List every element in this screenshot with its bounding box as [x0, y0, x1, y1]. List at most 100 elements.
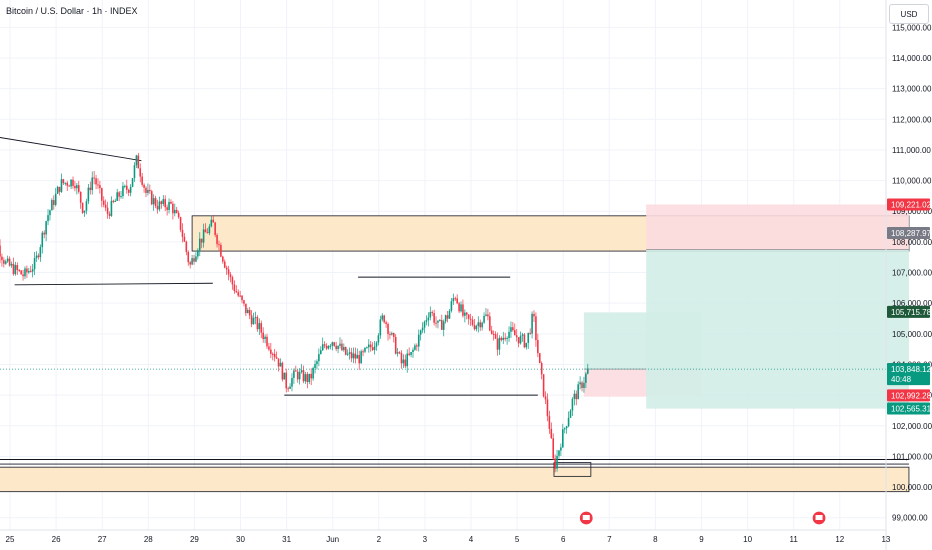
candle-body	[556, 455, 558, 469]
y-tick-label: 109,000.00	[892, 207, 932, 216]
candle-body	[477, 322, 480, 326]
trend-lines	[0, 137, 909, 477]
candle-body	[400, 352, 403, 364]
candle-body	[510, 327, 512, 332]
candle-body	[245, 303, 247, 314]
candle-body	[500, 337, 503, 340]
candle-body	[64, 182, 67, 184]
y-tick-label: 114,000.00	[892, 54, 932, 63]
candle-body	[235, 291, 238, 293]
candle-body	[41, 232, 44, 248]
price-tag-label: 102,565.31	[891, 404, 932, 413]
candle-body	[79, 191, 82, 203]
candle-body	[346, 353, 349, 355]
price-tag-bg	[887, 389, 930, 402]
x-tick-label: 6	[561, 535, 566, 544]
candle-body	[406, 353, 409, 367]
left-support-line	[14, 282, 213, 286]
candle-body	[191, 258, 193, 265]
y-tick-label: 106,000.00	[892, 299, 932, 308]
candle-body	[423, 321, 426, 328]
candle-body	[546, 399, 549, 417]
x-tick-label: 30	[236, 535, 245, 544]
price-tag-countdown: 40:48	[891, 375, 912, 384]
candle-body	[60, 179, 63, 192]
candle-body	[385, 322, 387, 324]
candle-body	[4, 261, 7, 264]
candle-body	[316, 361, 318, 365]
candle-body	[101, 188, 103, 201]
candle-body	[537, 340, 539, 354]
x-tick-label: 27	[98, 535, 107, 544]
candle-body	[581, 382, 583, 388]
candle-body	[185, 241, 188, 252]
candle-body	[89, 187, 92, 191]
candle-body	[492, 333, 495, 335]
currency-button[interactable]: USD	[889, 4, 929, 24]
candle-body	[239, 295, 241, 297]
candle-body	[227, 269, 230, 275]
candle-body	[323, 344, 326, 346]
candle-body	[304, 374, 307, 382]
x-tick-label: 10	[743, 535, 752, 544]
x-tick-label: 13	[881, 535, 890, 544]
candle-body	[314, 364, 316, 369]
x-tick-label: 4	[469, 535, 474, 544]
candle-body	[68, 185, 70, 187]
candle-body	[312, 368, 314, 379]
candle-body	[521, 334, 524, 336]
candle-body	[254, 317, 257, 319]
candle-body	[448, 310, 451, 319]
x-tick-label: 25	[6, 535, 15, 544]
x-tick-label: 9	[699, 535, 704, 544]
candle-body	[343, 347, 345, 351]
candle-body	[270, 349, 272, 354]
candle-body	[498, 337, 501, 350]
candle-body	[446, 315, 449, 319]
x-tick-label: 31	[282, 535, 291, 544]
candle-body	[331, 342, 334, 346]
candle-body	[177, 212, 180, 218]
x-tick-label: 7	[607, 535, 612, 544]
candle-body	[74, 185, 76, 189]
candle-body	[125, 185, 128, 190]
candle-body	[166, 207, 168, 210]
candle-body	[231, 277, 234, 285]
y-tick-label: 107,000.00	[892, 269, 932, 278]
candle-body	[533, 313, 535, 317]
candle-body	[327, 346, 330, 349]
lower-demand-zone	[0, 466, 910, 493]
candle-body	[256, 317, 259, 330]
price-tag-bg	[887, 227, 930, 240]
candle-body	[77, 185, 80, 192]
candle-body	[427, 317, 430, 321]
candle-body	[43, 232, 45, 235]
candle-body	[83, 210, 86, 213]
candle-body	[525, 342, 528, 348]
x-tick-label: 29	[190, 535, 199, 544]
candle-body	[456, 298, 458, 304]
candle-body	[504, 337, 506, 339]
price-tag-bg	[887, 198, 930, 211]
position-large-target	[646, 249, 909, 409]
candle-body	[310, 373, 312, 379]
candle-body	[110, 200, 113, 216]
candle-body	[87, 187, 90, 202]
candle-body	[289, 386, 291, 389]
candle-body	[162, 199, 165, 205]
candle-body	[439, 320, 441, 322]
candle-body	[356, 355, 359, 359]
candle-body	[179, 217, 182, 230]
candle-body	[508, 331, 510, 338]
price-tag: 108,287.97	[887, 227, 932, 240]
candle-body	[506, 337, 508, 339]
price-tag-label: 103,848.12	[891, 365, 932, 374]
candle-body	[104, 204, 107, 208]
x-tick-label: 28	[144, 535, 153, 544]
candle-body	[344, 347, 347, 355]
candle-body	[181, 229, 184, 237]
candle-body	[31, 269, 34, 272]
price-tag-bg	[887, 363, 930, 386]
